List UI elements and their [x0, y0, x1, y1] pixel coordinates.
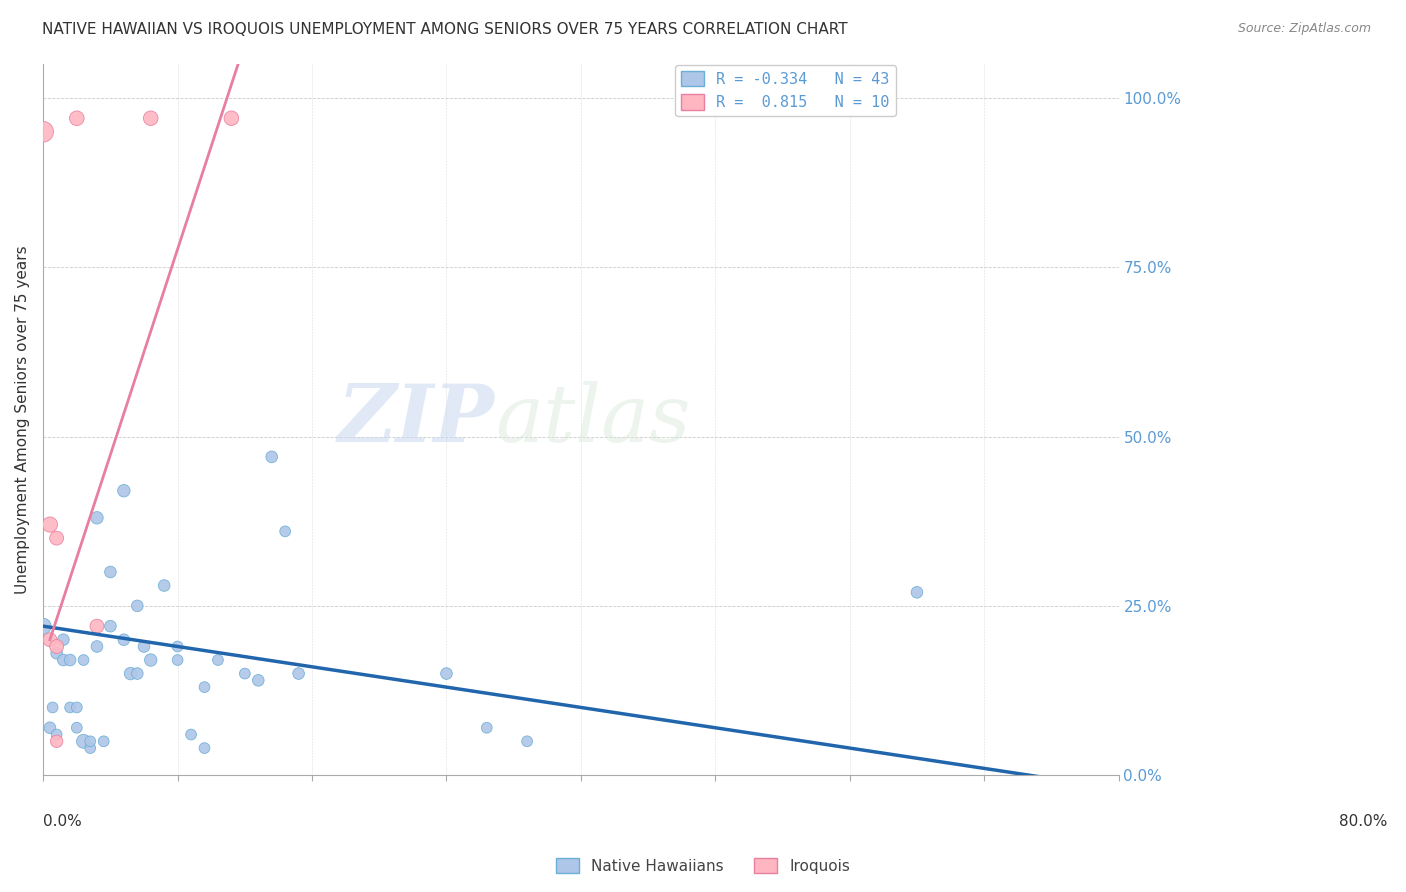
Point: [86, 640, 108, 654]
Point: [112, 483, 135, 498]
Text: 80.0%: 80.0%: [1339, 814, 1388, 830]
Point: [475, 721, 498, 735]
Point: [39, 721, 62, 735]
Point: [100, 565, 122, 579]
Point: [32, 125, 55, 139]
Text: Source: ZipAtlas.com: Source: ZipAtlas.com: [1237, 22, 1371, 36]
Text: NATIVE HAWAIIAN VS IROQUOIS UNEMPLOYMENT AMONG SENIORS OVER 75 YEARS CORRELATION: NATIVE HAWAIIAN VS IROQUOIS UNEMPLOYMENT…: [42, 22, 848, 37]
Text: ZIP: ZIP: [337, 381, 495, 458]
Point: [86, 619, 108, 633]
Point: [905, 585, 928, 599]
Point: [59, 653, 82, 667]
Point: [45, 727, 67, 741]
Point: [45, 531, 67, 545]
Point: [274, 524, 297, 539]
Point: [287, 666, 309, 681]
Point: [221, 112, 243, 126]
Point: [86, 511, 108, 525]
Point: [132, 640, 155, 654]
Point: [39, 517, 62, 532]
Point: [516, 734, 538, 748]
Point: [127, 599, 149, 613]
Point: [66, 112, 89, 126]
Point: [100, 619, 122, 633]
Point: [260, 450, 283, 464]
Text: atlas: atlas: [495, 381, 690, 458]
Point: [32, 619, 55, 633]
Point: [127, 666, 149, 681]
Point: [193, 741, 215, 756]
Point: [166, 640, 188, 654]
Point: [207, 653, 229, 667]
Point: [112, 632, 135, 647]
Point: [120, 666, 142, 681]
Point: [45, 734, 67, 748]
Point: [72, 653, 94, 667]
Point: [41, 700, 63, 714]
Point: [39, 632, 62, 647]
Legend: R = -0.334   N = 43, R =  0.815   N = 10: R = -0.334 N = 43, R = 0.815 N = 10: [675, 64, 896, 117]
Point: [72, 734, 94, 748]
Point: [233, 666, 256, 681]
Point: [45, 646, 67, 660]
Point: [436, 666, 458, 681]
Point: [193, 680, 215, 694]
Point: [93, 734, 115, 748]
Text: 0.0%: 0.0%: [44, 814, 82, 830]
Point: [247, 673, 270, 688]
Point: [180, 727, 202, 741]
Point: [139, 653, 162, 667]
Point: [66, 700, 89, 714]
Point: [52, 653, 75, 667]
Point: [79, 741, 101, 756]
Point: [153, 578, 176, 592]
Point: [139, 112, 162, 126]
Point: [52, 632, 75, 647]
Point: [59, 700, 82, 714]
Legend: Native Hawaiians, Iroquois: Native Hawaiians, Iroquois: [550, 852, 856, 880]
Y-axis label: Unemployment Among Seniors over 75 years: Unemployment Among Seniors over 75 years: [15, 245, 30, 594]
Point: [66, 721, 89, 735]
Point: [166, 653, 188, 667]
Point: [79, 734, 101, 748]
Point: [45, 640, 67, 654]
